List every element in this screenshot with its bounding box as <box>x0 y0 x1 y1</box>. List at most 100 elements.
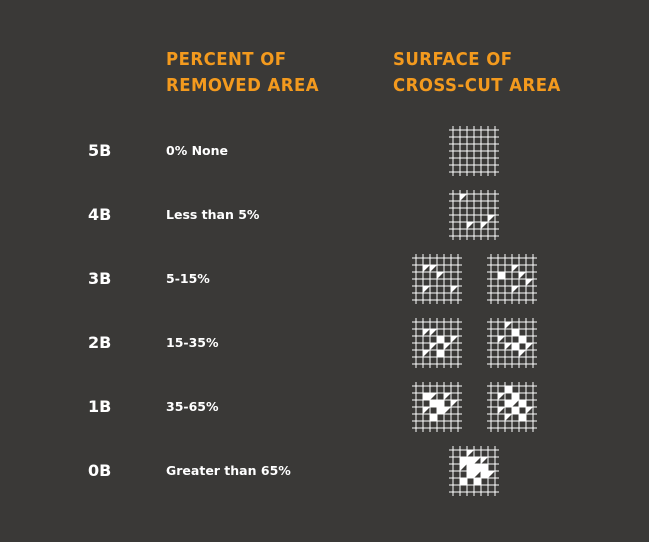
removed-flake <box>444 407 451 414</box>
removed-flake <box>498 407 505 414</box>
removed-flake <box>505 400 512 407</box>
header-surface-line1: SURFACE OF <box>393 49 513 70</box>
removed-flake <box>423 329 430 336</box>
removed-flake <box>460 478 467 485</box>
removed-flake <box>512 393 519 400</box>
cross-cut-grid-illustration <box>449 190 499 240</box>
removed-flake <box>481 222 488 229</box>
grade-label: 4B <box>88 205 112 224</box>
cross-cut-grid-illustration <box>412 318 462 368</box>
grid-svg <box>487 382 537 432</box>
removed-flake <box>444 393 451 400</box>
removed-flake <box>437 336 444 343</box>
removed-flake <box>430 343 437 350</box>
grid-svg <box>487 254 537 304</box>
removed-flake <box>519 400 526 407</box>
percent-label: Greater than 65% <box>166 463 291 478</box>
cross-cut-grid-illustration <box>449 126 499 176</box>
removed-flake <box>437 407 444 414</box>
removed-flake <box>451 336 458 343</box>
removed-flake <box>467 457 474 464</box>
removed-flake <box>467 464 474 471</box>
removed-flake <box>437 272 444 279</box>
grid-svg <box>412 254 462 304</box>
removed-flake <box>481 457 488 464</box>
removed-flake <box>437 350 444 357</box>
removed-flake <box>430 393 437 400</box>
row-4b: 4B Less than 5% <box>0 190 649 240</box>
grade-label: 3B <box>88 269 112 288</box>
grid-svg <box>449 126 499 176</box>
removed-flake <box>430 265 437 272</box>
percent-label: Less than 5% <box>166 207 260 222</box>
grade-label: 2B <box>88 333 112 352</box>
row-0b: 0B Greater than 65% <box>0 446 649 496</box>
removed-flake <box>430 414 437 421</box>
removed-flake <box>498 336 505 343</box>
removed-flake <box>444 343 451 350</box>
removed-flake <box>423 393 430 400</box>
removed-flake <box>474 464 481 471</box>
removed-flake <box>467 450 474 457</box>
removed-flake <box>512 329 519 336</box>
row-1b: 1B 35-65% <box>0 382 649 432</box>
cross-cut-grid-illustration <box>487 254 537 304</box>
removed-flake <box>467 471 474 478</box>
removed-flake <box>526 407 533 414</box>
removed-flake <box>423 265 430 272</box>
row-2b: 2B 15-35% <box>0 318 649 368</box>
removed-flake <box>460 457 467 464</box>
removed-flake <box>474 478 481 485</box>
removed-flake <box>467 222 474 229</box>
grade-label: 1B <box>88 397 112 416</box>
removed-flake <box>460 464 467 471</box>
removed-flake <box>519 350 526 357</box>
removed-flake <box>519 414 526 421</box>
grid-svg <box>449 446 499 496</box>
header-percent-line2: REMOVED AREA <box>166 75 320 96</box>
grade-label: 0B <box>88 461 112 480</box>
removed-flake <box>512 400 519 407</box>
removed-flake <box>423 286 430 293</box>
header-percent-removed: PERCENT OF REMOVED AREA <box>166 47 319 99</box>
removed-flake <box>474 457 481 464</box>
removed-flake <box>519 336 526 343</box>
cross-cut-grid-illustration <box>412 254 462 304</box>
removed-flake <box>512 407 519 414</box>
removed-flake <box>451 286 458 293</box>
percent-label: 0% None <box>166 143 228 158</box>
removed-flake <box>526 343 533 350</box>
removed-flake <box>460 194 467 201</box>
grid-svg <box>449 190 499 240</box>
removed-flake <box>488 215 495 222</box>
removed-flake <box>451 400 458 407</box>
removed-flake <box>498 393 505 400</box>
removed-flake <box>423 407 430 414</box>
percent-label: 5-15% <box>166 271 210 286</box>
removed-flake <box>481 471 488 478</box>
removed-flake <box>512 265 519 272</box>
removed-flake <box>512 343 519 350</box>
removed-flake <box>488 471 495 478</box>
grid-svg <box>487 318 537 368</box>
removed-flake <box>512 286 519 293</box>
row-5b: 5B 0% None <box>0 126 649 176</box>
removed-flake <box>423 350 430 357</box>
cross-cut-grid-illustration <box>449 446 499 496</box>
removed-flake <box>430 329 437 336</box>
percent-label: 35-65% <box>166 399 219 414</box>
grade-label: 5B <box>88 141 112 160</box>
cross-cut-grid-illustration <box>487 318 537 368</box>
removed-flake <box>505 386 512 393</box>
removed-flake <box>430 400 437 407</box>
grid-svg <box>412 318 462 368</box>
grid-svg <box>412 382 462 432</box>
removed-flake <box>481 464 488 471</box>
row-3b: 3B 5-15% <box>0 254 649 304</box>
header-surface-line2: CROSS-CUT AREA <box>393 75 561 96</box>
removed-flake <box>519 272 526 279</box>
removed-flake <box>505 322 512 329</box>
percent-label: 15-35% <box>166 335 219 350</box>
removed-flake <box>526 279 533 286</box>
removed-flake <box>498 272 505 279</box>
